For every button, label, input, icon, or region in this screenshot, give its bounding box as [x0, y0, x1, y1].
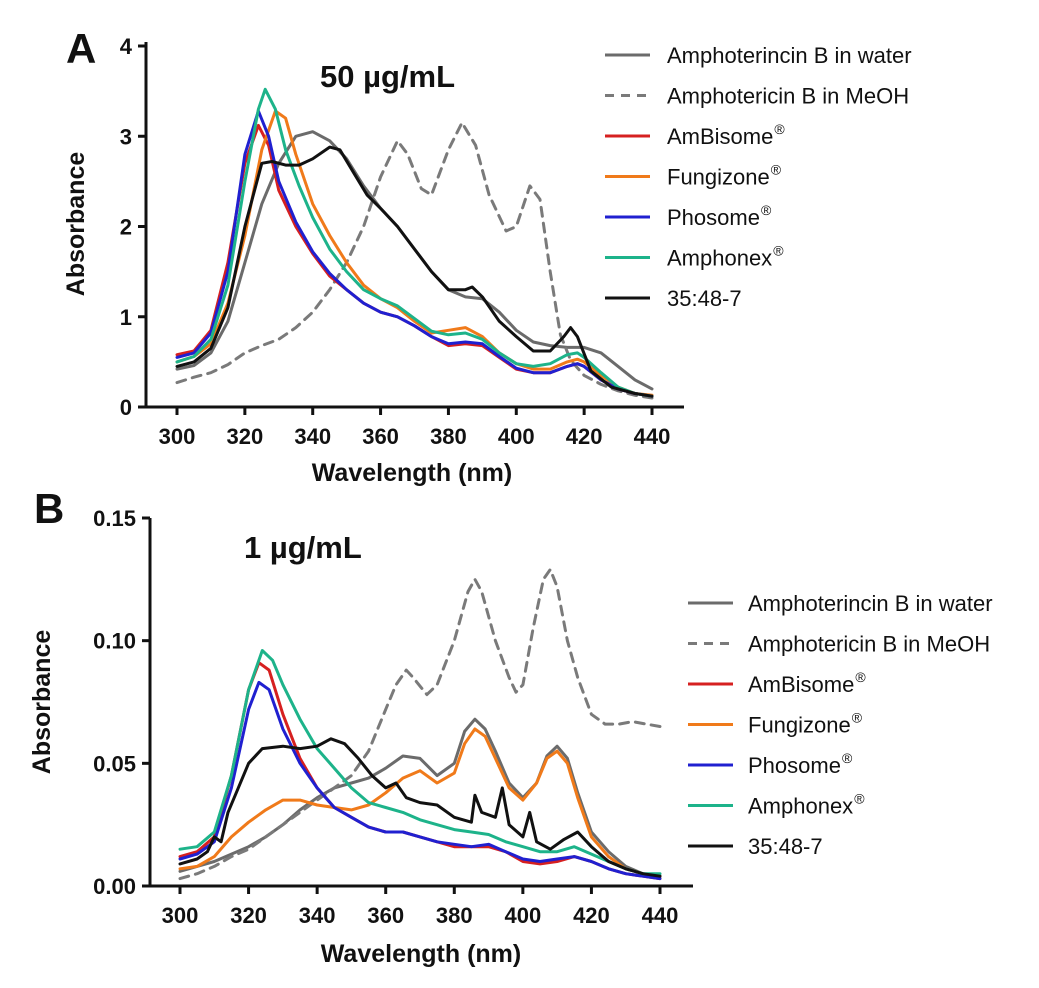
- panel-a-x-tick-label: 360: [362, 424, 399, 449]
- panel-a-series-line-1: [175, 121, 654, 400]
- panel-a-y-tick-label: 4: [120, 34, 133, 59]
- panel-b-legend: Amphoterincin B in water Amphotericin B i…: [688, 591, 993, 859]
- panel-b-x-tick-label: 380: [436, 903, 473, 928]
- panel-b-x-tick-label: 440: [642, 903, 679, 928]
- panel-a-series-line-6: [175, 145, 654, 398]
- panel-b-x-tick-label: 340: [299, 903, 336, 928]
- panel-b-x-tick-label: 300: [162, 903, 199, 928]
- panel-a-series: [175, 87, 654, 400]
- panel-a-registered-mark: ®: [773, 243, 784, 259]
- panel-a-registered-mark: ®: [771, 162, 782, 178]
- panel-a-y-tick-label: 1: [120, 305, 132, 330]
- panel-a-x-ticks: 300 320 340 360 380 400 420 440: [159, 407, 671, 449]
- panel-b-y-tick-label: 0.05: [93, 751, 136, 776]
- panel-a-title: 50 µg/mL: [320, 59, 455, 94]
- panel-a-x-tick-label: 340: [294, 424, 331, 449]
- panel-b-legend-label: 35:48-7: [748, 834, 823, 859]
- panel-b-legend-label: Amphotericin B in MeOH: [748, 632, 990, 657]
- panel-b-series-line-5: [178, 649, 662, 876]
- panel-b-series-line-4: [178, 680, 662, 881]
- panel-a-y-axis-title: Absorbance: [62, 152, 90, 297]
- panel-a-y-tick-label: 0: [120, 395, 132, 420]
- panel-a-legend-label: AmBisome: [667, 124, 773, 149]
- panel-b-title: 1 µg/mL: [244, 530, 362, 565]
- panel-a-x-tick-label: 400: [498, 424, 535, 449]
- panel-b-series-line-3: [178, 727, 662, 878]
- panel-a-series-line-3: [175, 109, 654, 397]
- panel-b-letter: B: [34, 485, 64, 532]
- panel-b-series-line-6: [178, 737, 662, 878]
- panel-a-x-tick-label: 440: [634, 424, 671, 449]
- panel-a-x-tick-label: 300: [159, 424, 196, 449]
- panel-a-legend-label: Fungizone: [667, 165, 770, 190]
- panel-b-x-tick-label: 400: [504, 903, 541, 928]
- panel-b-series-line-1: [178, 568, 662, 881]
- panel-a-y-tick-label: 2: [120, 215, 132, 240]
- panel-b-y-axis-title: Absorbance: [28, 630, 56, 775]
- panel-b: B 1 µg/mL 300 320 340 360 380 400 420 440 0.000…: [28, 485, 993, 968]
- panel-a-legend-label: 35:48-7: [667, 286, 742, 311]
- panel-b-series: [178, 568, 662, 881]
- panel-b-y-tick-label: 0.10: [93, 629, 136, 654]
- panel-a-letter: A: [66, 25, 96, 72]
- panel-a-legend-label: Phosome: [667, 205, 760, 230]
- panel-a-registered-mark: ®: [774, 121, 785, 137]
- panel-b-x-tick-label: 360: [367, 903, 404, 928]
- panel-a-legend-label: Amphoterincin B in water: [667, 43, 912, 68]
- panel-b-x-tick-label: 320: [230, 903, 267, 928]
- panel-a: A 50 µg/mL 300 320 340 360 380 400 420 440 0 1 2 3…: [62, 25, 912, 487]
- panel-a-y-ticks: 0 1 2 3 4: [120, 34, 146, 420]
- panel-a-y-tick-label: 3: [120, 124, 132, 149]
- panel-b-legend-label: Phosome: [748, 753, 841, 778]
- panel-a-x-axis-title: Wavelength (nm): [312, 459, 512, 487]
- panel-a-legend: Amphoterincin B in water Amphotericin B i…: [605, 43, 912, 311]
- panel-a-x-tick-label: 420: [566, 424, 603, 449]
- panel-b-y-ticks: 0.00 0.05 0.10 0.15: [93, 506, 150, 899]
- panel-b-legend-label: Amphoterincin B in water: [748, 591, 993, 616]
- panel-b-y-tick-label: 0.00: [93, 874, 136, 899]
- panel-b-x-axis-title: Wavelength (nm): [321, 940, 521, 968]
- panel-b-legend-label: AmBisome: [748, 672, 854, 697]
- panel-a-x-tick-label: 320: [226, 424, 263, 449]
- panel-a-x-tick-label: 380: [430, 424, 467, 449]
- panel-b-legend-label: Fungizone: [748, 713, 851, 738]
- panel-b-legend-label: Amphonex: [748, 794, 853, 819]
- panel-a-series-line-5: [175, 87, 654, 398]
- panel-b-y-tick-label: 0.15: [93, 506, 136, 531]
- panel-a-registered-mark: ®: [761, 202, 772, 218]
- panel-b-x-ticks: 300 320 340 360 380 400 420 440: [162, 886, 679, 928]
- panel-b-registered-mark: ®: [842, 750, 853, 766]
- panel-b-registered-mark: ®: [852, 710, 863, 726]
- panel-b-registered-mark: ®: [855, 669, 866, 685]
- panel-a-legend-label: Amphotericin B in MeOH: [667, 84, 909, 109]
- panel-b-x-tick-label: 420: [573, 903, 610, 928]
- panel-b-registered-mark: ®: [854, 791, 865, 807]
- panel-a-legend-label: Amphonex: [667, 246, 772, 271]
